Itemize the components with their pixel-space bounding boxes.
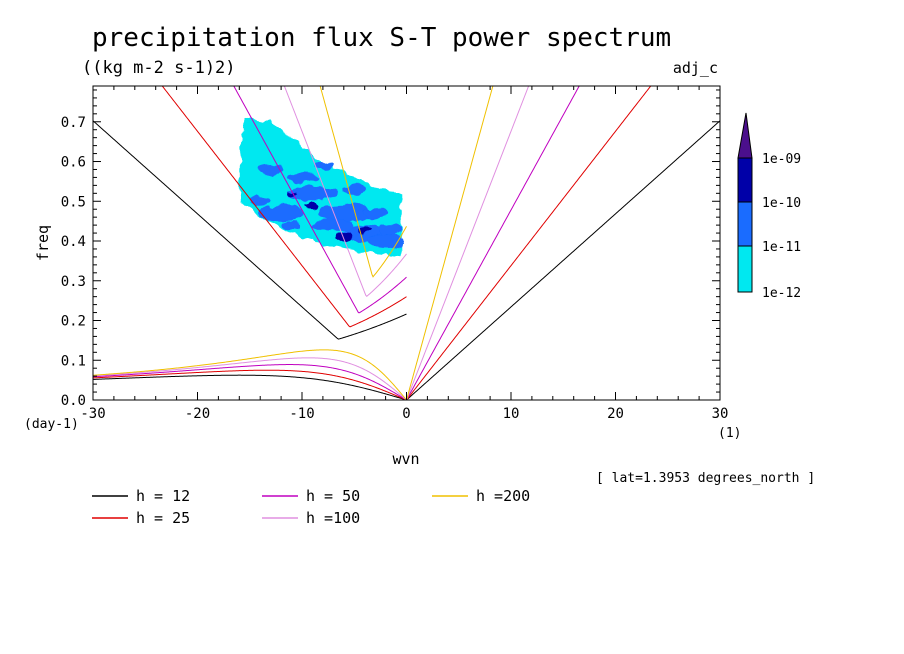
er-curve-h50 — [93, 364, 407, 400]
y-tick-label: 0.6 — [61, 155, 86, 171]
x-axis-units: (1) — [718, 426, 741, 441]
er-curve-h100 — [93, 357, 407, 400]
x-tick-label: 30 — [712, 406, 729, 422]
contour-level-1e-11 — [256, 164, 285, 175]
contour-level-1e-11 — [313, 219, 354, 232]
kelvin-curve-h50 — [406, 86, 580, 400]
legend-label: h = 50 — [306, 487, 360, 505]
er-curve-h12 — [93, 374, 407, 400]
contour-level-1e-11 — [380, 223, 401, 236]
eig-curve-h200 — [319, 86, 407, 278]
contour-fill — [239, 117, 404, 257]
y-tick-label: 0.7 — [61, 115, 86, 131]
legend-label: h = 12 — [136, 487, 190, 505]
axis-ticks: -30 -20 -10 0 10 20 30 0.0 0.1 0.2 0.3 0.4 0.5 0.6 0.7 — [61, 86, 729, 422]
lat-annotation: [ lat=1.3953 degrees_north ] — [596, 471, 815, 486]
contour-level-1e-11 — [286, 186, 339, 201]
er-curve-h25 — [93, 369, 407, 400]
colorbar-swatch — [737, 245, 753, 293]
contour-level-1e-10 — [286, 191, 297, 196]
chart-title: precipitation flux S-T power spectrum — [92, 23, 671, 53]
colorbar-label: 1e-12 — [762, 286, 801, 301]
er-curve-h200 — [93, 349, 407, 400]
contour-level-1e-10 — [358, 226, 371, 233]
contour-level-1e-11 — [286, 172, 318, 183]
contour-level-1e-11 — [259, 205, 304, 222]
colorbar-label: 1e-09 — [762, 152, 801, 167]
y-tick-label: 0.5 — [61, 194, 86, 210]
x-tick-label: -10 — [289, 406, 314, 422]
legend-label: h = 25 — [136, 509, 190, 527]
eig-curve-h25 — [161, 86, 407, 328]
chart-units: ((kg m-2 s-1)2) — [82, 58, 236, 78]
contour-level-1e-11 — [342, 185, 367, 194]
colorbar-swatch — [737, 157, 753, 203]
x-tick-label: 0 — [402, 406, 410, 422]
colorbar-label: 1e-10 — [762, 196, 801, 211]
kelvin-curve-h200 — [406, 86, 494, 400]
contour-level-1e-11 — [312, 161, 333, 170]
colorbar-triangle — [737, 112, 753, 159]
dispersion-curves — [93, 86, 720, 400]
x-axis-label: wvn — [392, 450, 419, 468]
eig-curve-h12 — [93, 120, 407, 340]
legend-label: h =200 — [476, 487, 530, 505]
y-axis-units: (day-1) — [24, 417, 79, 432]
eig-curve-h50 — [233, 86, 407, 314]
contour-level-1e-11 — [367, 233, 404, 250]
y-tick-label: 0.4 — [61, 234, 86, 250]
plot-frame — [92, 85, 721, 401]
contour-level-1e-10 — [306, 202, 319, 209]
contour-level-1e-11 — [250, 196, 271, 207]
legend-label: h =100 — [306, 509, 360, 527]
contour-level-1e-11 — [315, 204, 372, 223]
kelvin-curve-h25 — [406, 86, 652, 400]
y-tick-label: 0.0 — [61, 393, 86, 409]
x-tick-label: 20 — [607, 406, 624, 422]
legend: h = 12 h = 25 h = 50 h =100 h =200 — [92, 487, 530, 527]
x-tick-label: -20 — [185, 406, 210, 422]
y-axis-label: freq — [34, 225, 52, 261]
colorbar-label: 1e-11 — [762, 240, 801, 255]
y-tick-label: 0.3 — [61, 274, 86, 290]
y-tick-label: 0.2 — [61, 314, 86, 330]
eig-curve-h100 — [283, 86, 407, 298]
variable-label: adj_c — [673, 59, 718, 77]
kelvin-curve-h100 — [406, 86, 530, 400]
colorbar: 1e-09 1e-10 1e-11 1e-12 — [737, 112, 801, 301]
y-tick-label: 0.1 — [61, 353, 86, 369]
kelvin-curve-h12 — [406, 120, 720, 400]
contour-level-1e-11 — [363, 208, 388, 219]
colorbar-swatch — [737, 201, 753, 247]
x-tick-label: -30 — [80, 406, 105, 422]
x-tick-label: 10 — [503, 406, 520, 422]
contour-level-1e-10 — [334, 233, 353, 242]
contour-level-1e-11 — [281, 221, 302, 230]
